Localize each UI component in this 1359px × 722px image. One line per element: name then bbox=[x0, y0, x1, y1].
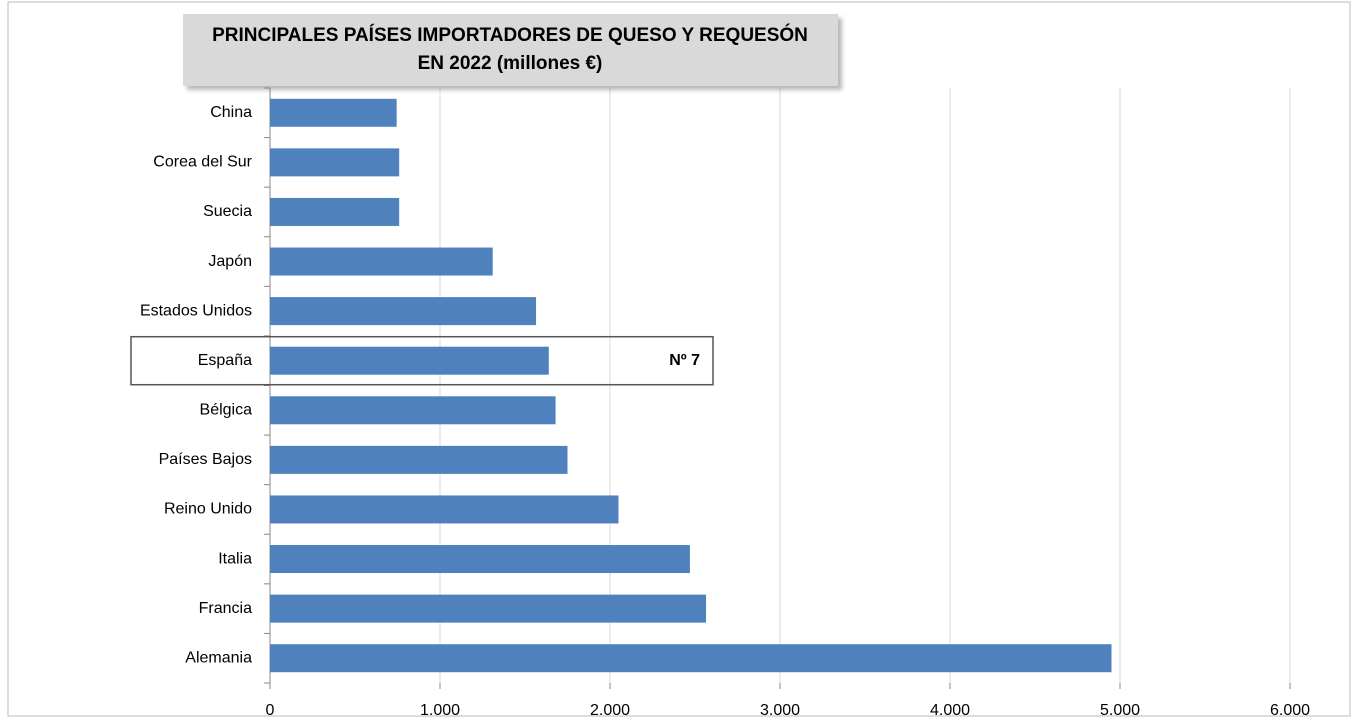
bar bbox=[270, 644, 1112, 673]
title-box bbox=[183, 14, 838, 86]
bar bbox=[270, 297, 537, 326]
y-tick-label: España bbox=[198, 352, 252, 369]
y-tick-label: Suecia bbox=[203, 203, 252, 220]
y-tick-label: Países Bajos bbox=[159, 451, 252, 468]
y-tick-label: China bbox=[210, 104, 252, 121]
y-tick-label: Italia bbox=[218, 550, 252, 567]
bar bbox=[270, 495, 619, 524]
x-tick-label: 4.000 bbox=[930, 702, 970, 719]
bar bbox=[270, 197, 400, 226]
annotation: Nº 7 bbox=[669, 352, 700, 369]
bar bbox=[270, 445, 568, 474]
chart-frame bbox=[7, 1, 1351, 717]
y-tick-label: Estados Unidos bbox=[140, 302, 252, 319]
x-tick-label: 6.000 bbox=[1270, 702, 1310, 719]
y-tick-label: Francia bbox=[199, 600, 252, 617]
x-tick-label: 2.000 bbox=[590, 702, 630, 719]
y-tick-label: Corea del Sur bbox=[153, 154, 252, 171]
y-tick-label: Reino Unido bbox=[164, 501, 252, 518]
bar bbox=[270, 545, 690, 574]
x-tick-label: 1.000 bbox=[420, 702, 460, 719]
bar bbox=[270, 346, 549, 375]
annotation-box bbox=[130, 335, 714, 386]
y-tick-label: Japón bbox=[208, 253, 252, 270]
y-tick-label: Alemania bbox=[185, 649, 252, 666]
x-tick-label: 5.000 bbox=[1100, 702, 1140, 719]
y-tick-label: Bélgica bbox=[200, 402, 253, 419]
chart-title: PRINCIPALES PAÍSES IMPORTADORES DE QUESO… bbox=[212, 24, 808, 74]
bar bbox=[270, 594, 707, 623]
x-tick-label: 0 bbox=[266, 702, 275, 719]
bar bbox=[270, 247, 493, 276]
bar bbox=[270, 98, 397, 127]
x-tick-label: 3.000 bbox=[760, 702, 800, 719]
bar bbox=[270, 396, 556, 425]
bar bbox=[270, 148, 400, 177]
